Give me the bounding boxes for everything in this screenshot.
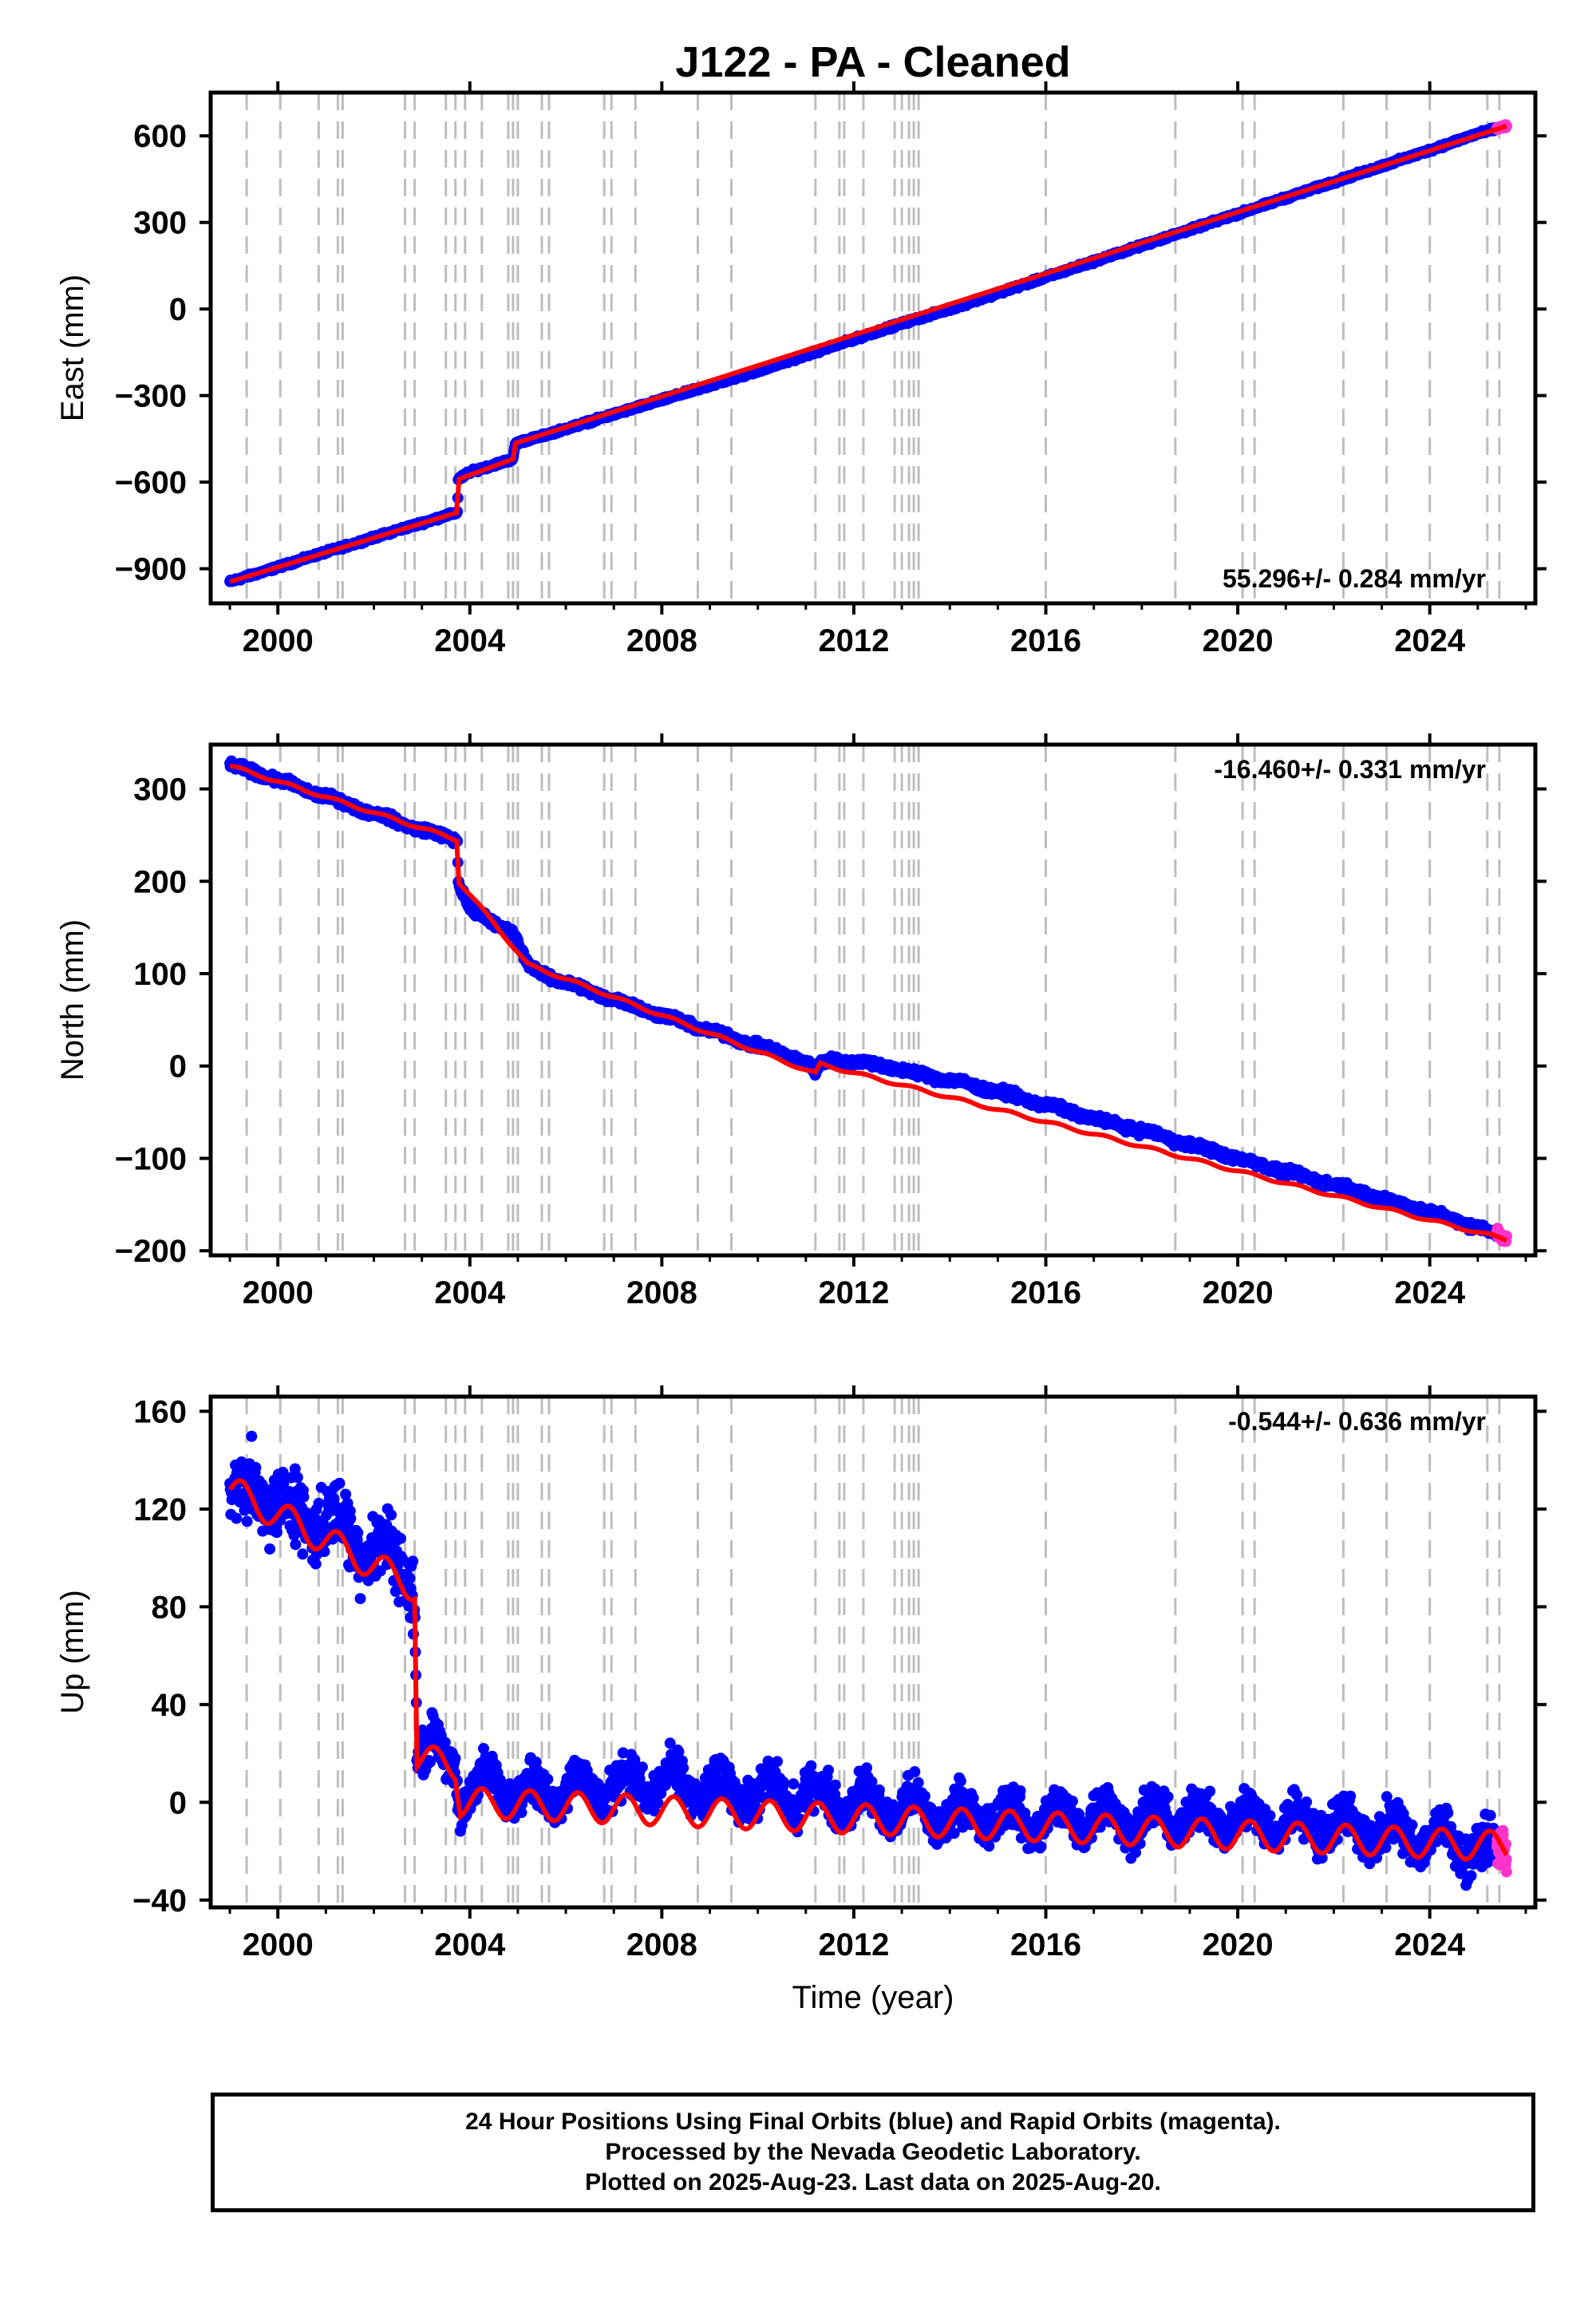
x-tick-label: 2016 — [1010, 623, 1081, 658]
panel-east: −900 −600 −300 0 300 600 2000 2004 2008 2012 2016 2… — [55, 81, 1547, 658]
x-tick-label: 2004 — [434, 623, 506, 658]
x-tick-label: 2012 — [818, 623, 889, 658]
plot-frame — [208, 90, 1538, 606]
y-tick-label: 600 — [133, 119, 187, 154]
y-tick-label: −900 — [115, 552, 187, 587]
data-points — [224, 119, 1512, 587]
y-tick-label: 0 — [169, 292, 187, 327]
y-axis-label: East (mm) — [55, 275, 90, 421]
y-tick-label: −600 — [115, 465, 187, 500]
x-tick-label: 2008 — [626, 623, 697, 658]
x-tick-label: 2020 — [1203, 623, 1274, 658]
x-tick-label: 2024 — [1394, 623, 1466, 658]
x-tick-label: 2000 — [243, 623, 314, 658]
y-tick-label: −300 — [115, 379, 187, 414]
event-lines — [245, 93, 1501, 603]
model-line — [229, 124, 1507, 584]
y-tick-label: 300 — [133, 206, 187, 241]
figure-title: J122 - PA - Cleaned — [675, 38, 1070, 86]
rate-label: 55.296+/- 0.284 mm/yr — [1223, 564, 1486, 593]
